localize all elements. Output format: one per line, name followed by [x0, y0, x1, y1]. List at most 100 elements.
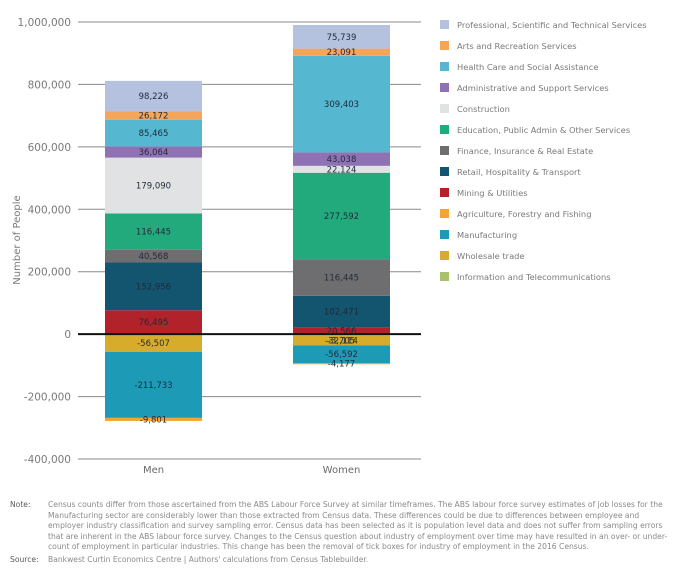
legend-label: Mining & Utilities: [457, 187, 528, 198]
source-key: Source:: [10, 554, 39, 564]
bars: [105, 24, 390, 421]
data-label: 75,739: [327, 33, 357, 43]
legend-item: Finance, Insurance & Real Estate: [440, 140, 678, 161]
legend-item: Professional, Scientific and Technical S…: [440, 14, 678, 35]
legend-swatch: [440, 83, 449, 92]
legend-item: Construction: [440, 98, 678, 119]
legend-swatch: [440, 188, 449, 197]
legend-label: Professional, Scientific and Technical S…: [457, 19, 647, 30]
data-label: 309,403: [324, 100, 359, 110]
data-label: 22,124: [327, 165, 357, 175]
bar-segment: [105, 80, 202, 112]
data-label: -9,801: [140, 415, 167, 425]
y-tick-label: 200,000: [28, 267, 71, 279]
legend-swatch: [440, 104, 449, 113]
legend: Professional, Scientific and Technical S…: [440, 14, 678, 287]
legend-swatch: [440, 41, 449, 50]
y-tick-label: 400,000: [28, 204, 71, 216]
note-key: Note:: [10, 500, 31, 509]
legend-swatch: [440, 146, 449, 155]
bar-segment: [293, 152, 390, 166]
data-label: 179,090: [136, 182, 171, 192]
bar-segment: [105, 249, 202, 263]
legend-swatch: [440, 272, 449, 281]
bar-segment: [293, 172, 390, 260]
legend-item: Health Care and Social Assistance: [440, 56, 678, 77]
data-label: 116,445: [136, 228, 171, 238]
notes-section: Note: Census counts differ from those as…: [10, 500, 670, 566]
stacked-bar-chart: -56,507 -211,733 -9,801 76,495 152,956 40,568…: [12, 17, 421, 476]
data-label: 43,038: [327, 155, 357, 165]
legend-item: Education, Public Admin & Other Services: [440, 119, 678, 140]
data-label: 116,445: [324, 274, 359, 284]
bar-segment: [293, 55, 390, 153]
legend-item: Administrative and Support Services: [440, 77, 678, 98]
data-label: 26,172: [139, 112, 169, 122]
y-tick-label: 1,000,000: [18, 17, 71, 29]
data-label: 277,592: [324, 212, 359, 222]
data-label: 85,465: [139, 129, 169, 139]
bar-segment: [293, 48, 390, 56]
bar-segment: [105, 262, 202, 311]
data-label: 36,064: [139, 148, 169, 158]
data-label: -4,177: [328, 360, 355, 370]
legend-item: Retail, Hospitality & Transport: [440, 161, 678, 182]
y-tick-label: -400,000: [24, 454, 71, 466]
legend-label: Health Care and Social Assistance: [457, 61, 599, 72]
bar-segment: [105, 351, 202, 418]
data-label: 152,956: [136, 282, 171, 292]
legend-swatch: [440, 125, 449, 134]
note-text: Census counts differ from those ascertai…: [48, 500, 668, 552]
legend-swatch: [440, 167, 449, 176]
bar-segment: [293, 259, 390, 296]
legend-label: Administrative and Support Services: [457, 82, 609, 93]
note-row: Note: Census counts differ from those as…: [10, 500, 670, 553]
bar-segment: [293, 165, 390, 173]
data-label: -3,705: [328, 336, 355, 346]
bar-segment: [105, 157, 202, 214]
data-label: 23,091: [327, 48, 357, 58]
data-label: -32,114: [325, 336, 358, 346]
data-label: 98,226: [139, 92, 169, 102]
legend-label: Information and Telecommunications: [457, 271, 611, 282]
legend-label: Finance, Insurance & Real Estate: [457, 145, 594, 156]
source-row: Source: Bankwest Curtin Economics Centre…: [10, 555, 670, 566]
bar-segment: [105, 111, 202, 120]
data-label: 76,495: [139, 318, 169, 328]
legend-label: Arts and Recreation Services: [457, 40, 577, 51]
legend-item: Agriculture, Forestry and Fishing: [440, 203, 678, 224]
y-axis-title: Number of People: [12, 195, 23, 284]
bar-segment: [105, 119, 202, 147]
y-axis-ticks: 1,000,000 800,000 600,000 400,000 200,000 0 -2…: [18, 17, 71, 466]
legend-swatch: [440, 209, 449, 218]
bar-segment: [105, 334, 202, 352]
bar-segment: [105, 417, 202, 421]
legend-label: Construction: [457, 103, 510, 114]
legend-label: Manufacturing: [457, 229, 518, 240]
legend-item: Wholesale trade: [440, 245, 678, 266]
bar-segment: [293, 362, 390, 365]
legend-label: Wholesale trade: [457, 250, 525, 261]
x-category-label: Men: [143, 465, 164, 476]
legend-item: Arts and Recreation Services: [440, 35, 678, 56]
bar-segment: [105, 146, 202, 158]
y-tick-label: 600,000: [28, 142, 71, 154]
data-labels: -56,507 -211,733 -9,801 76,495 152,956 40,568…: [134, 33, 359, 426]
y-tick-label: 800,000: [28, 79, 71, 91]
bar-segment: [105, 310, 202, 335]
x-axis-categories: Men Women: [143, 465, 360, 476]
bar-segment: [105, 213, 202, 250]
bar-segment: [293, 24, 390, 49]
x-category-label: Women: [323, 465, 361, 476]
data-label: 20,566: [327, 327, 357, 337]
legend-label: Agriculture, Forestry and Fishing: [457, 208, 592, 219]
bar-segment: [293, 335, 390, 346]
bar-segment: [293, 327, 390, 335]
legend-label: Education, Public Admin & Other Services: [457, 124, 631, 135]
y-tick-label: 0: [64, 329, 71, 341]
legend-swatch: [440, 20, 449, 29]
bar-segment: [293, 345, 390, 363]
legend-swatch: [440, 251, 449, 260]
data-label: 40,568: [139, 252, 169, 262]
legend-swatch: [440, 62, 449, 71]
